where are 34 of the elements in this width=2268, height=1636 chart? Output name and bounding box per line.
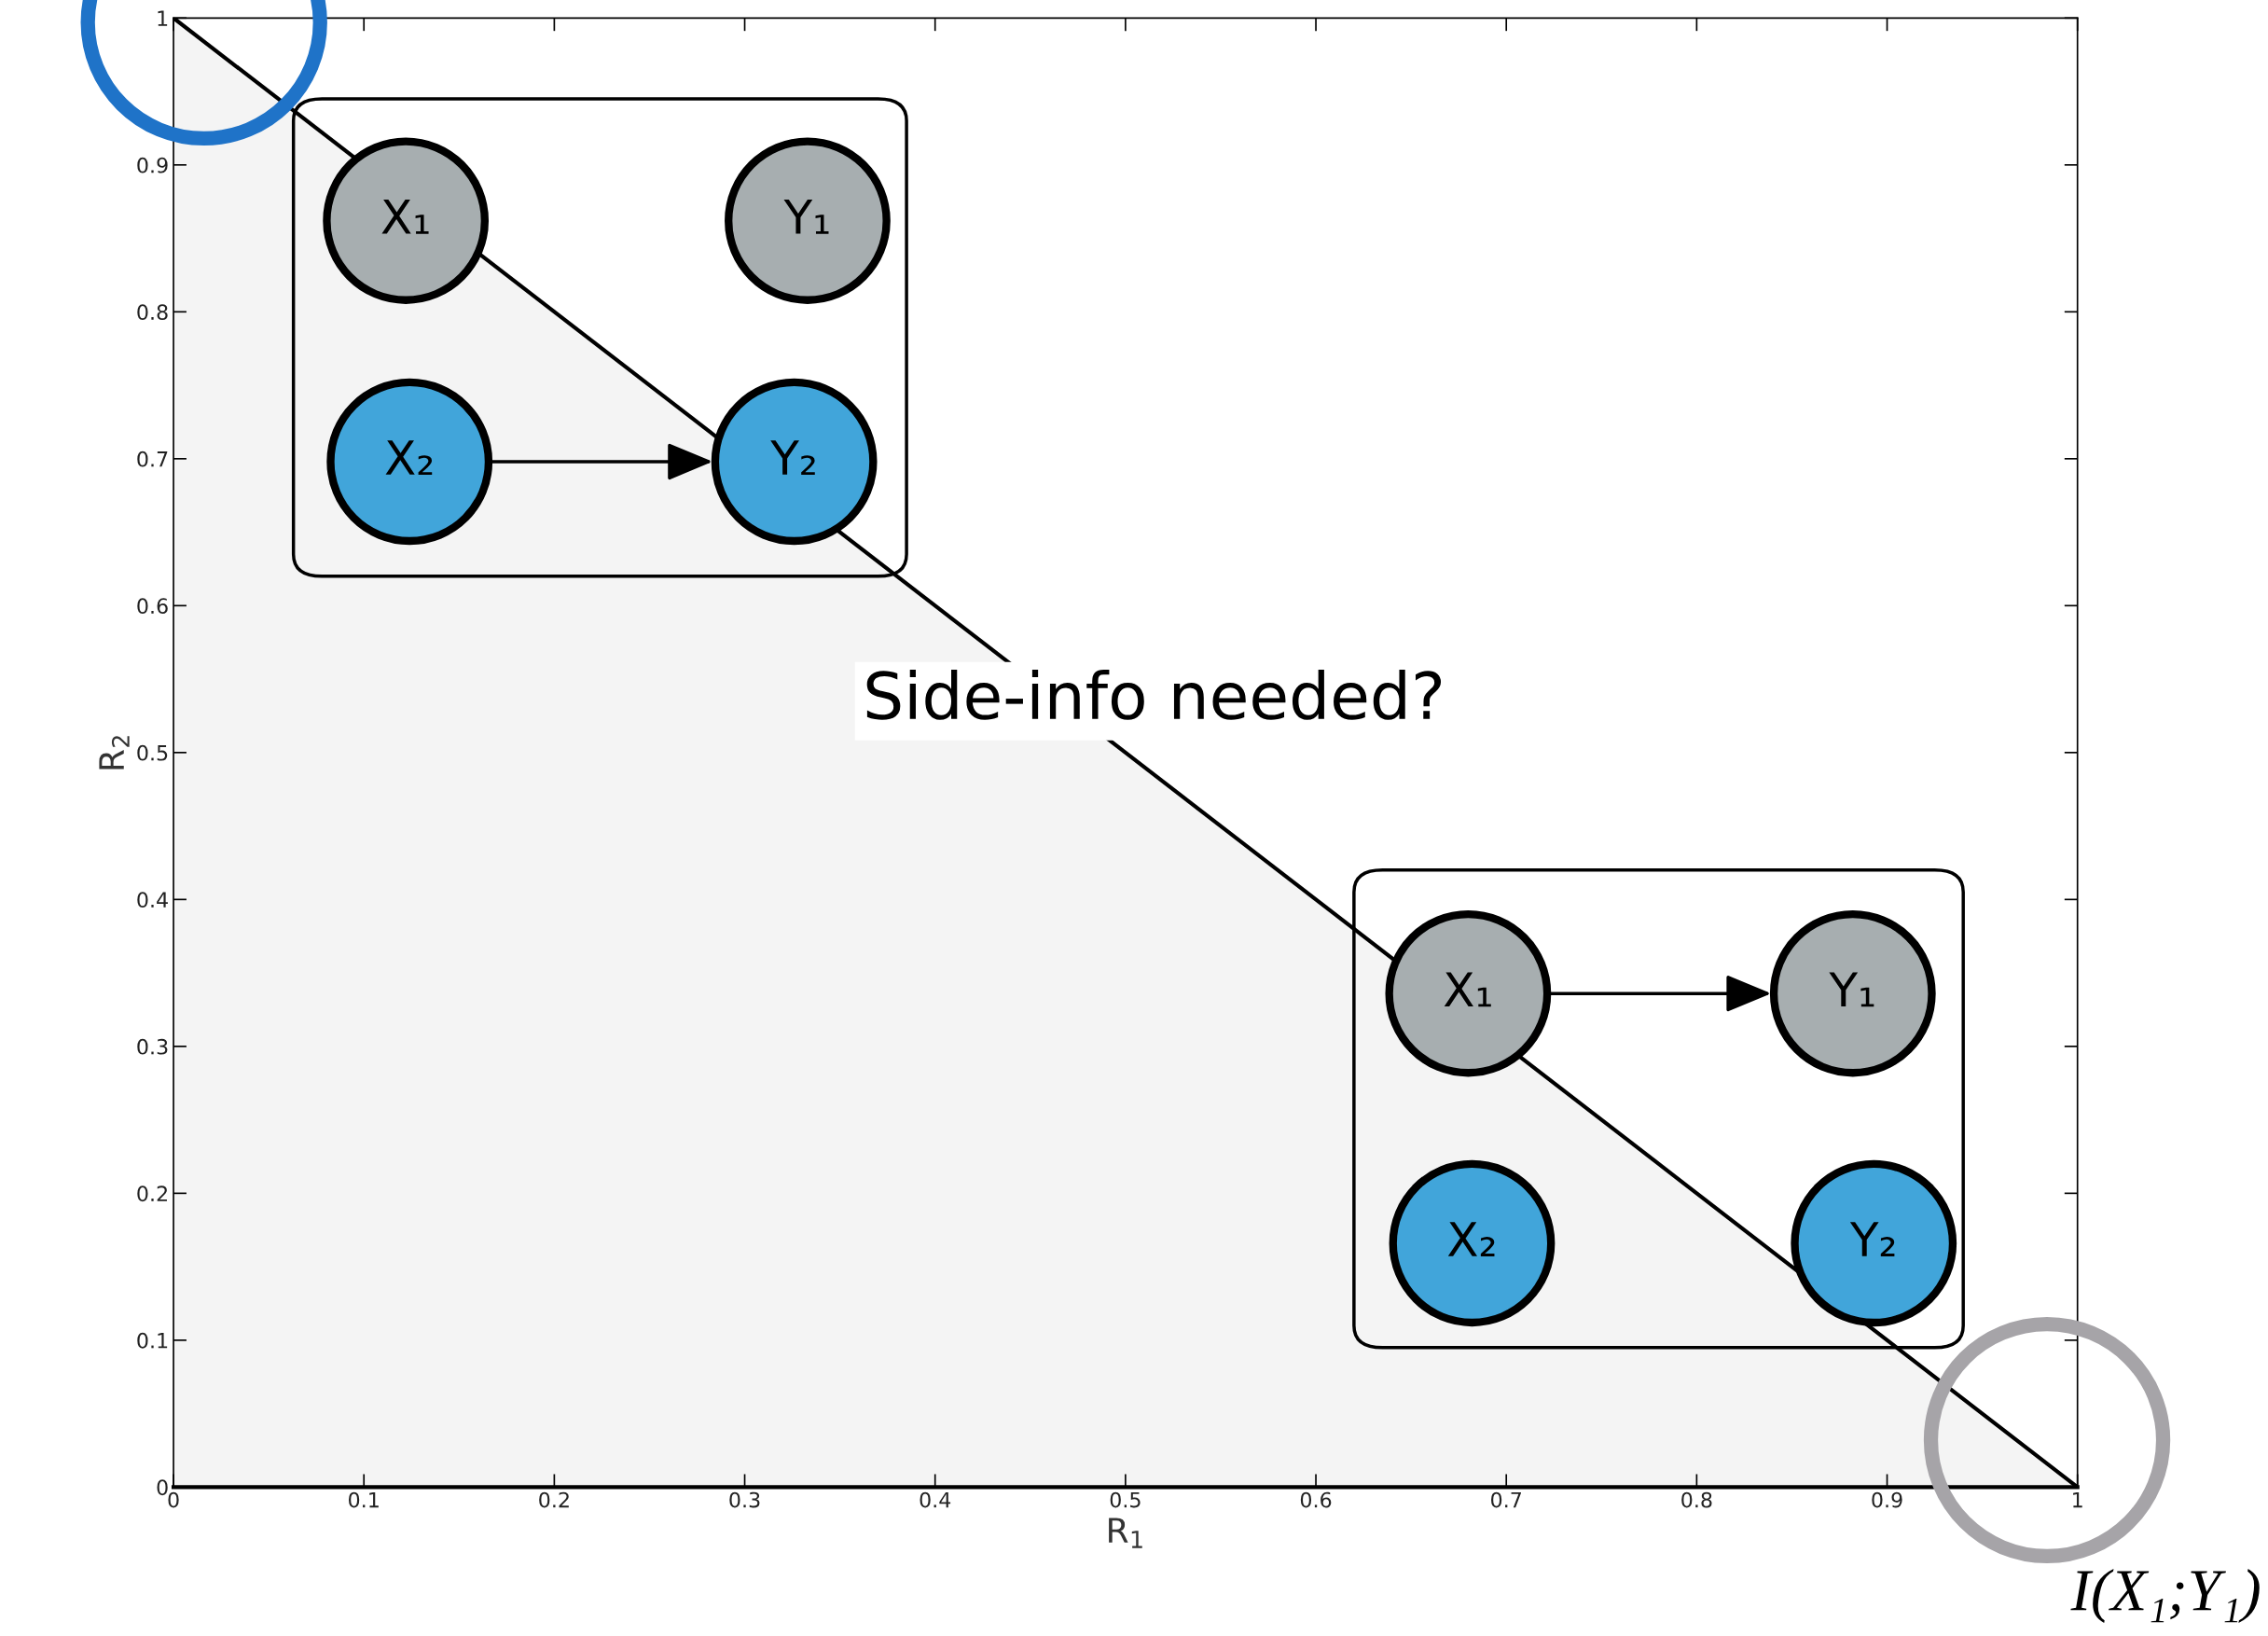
annotation: Y₁: [1829, 972, 1874, 1007]
y-tick-label: 0.5: [137, 744, 168, 761]
annotation: X₂: [385, 440, 433, 475]
y-axis-title: R$_{2}$: [99, 736, 130, 769]
y-tick-label: 0.6: [137, 598, 168, 615]
annotation: Side-info needed?: [866, 670, 1442, 720]
x-tick-label: 0.6: [1300, 1491, 1332, 1508]
y-tick-label: 0.8: [137, 304, 168, 321]
x-tick-label: 0.4: [920, 1491, 951, 1508]
x-tick-label: 0.8: [1681, 1491, 1712, 1508]
y-tick-label: 1: [158, 10, 168, 26]
annotation: X₁: [1444, 972, 1491, 1007]
x-tick-label: 0: [168, 1491, 179, 1508]
x-tick-label: 0.7: [1491, 1491, 1521, 1508]
y-tick-label: 0.9: [137, 157, 168, 173]
y-tick-label: 0.4: [137, 892, 168, 908]
x-tick-label: 0.1: [349, 1491, 379, 1508]
annotation: X₂: [1447, 1222, 1495, 1256]
x-axis-title: R$_{1}$: [1109, 1518, 1142, 1548]
x-tick-label: 0.2: [539, 1491, 569, 1508]
x-tick-label: 0.3: [729, 1491, 760, 1508]
annotation: Y₂: [1849, 1222, 1895, 1256]
x-tick-label: 0.9: [1872, 1491, 1902, 1508]
x-tick-label: 0.5: [1110, 1491, 1141, 1508]
annotation: Y₁: [783, 200, 829, 234]
annotation: Y₂: [770, 440, 815, 475]
annotation: X₁: [381, 200, 429, 234]
x-tick-label: 1: [2073, 1491, 2082, 1508]
y-tick-label: 0: [157, 1479, 168, 1496]
y-tick-label: 0.3: [137, 1038, 168, 1055]
text: I(X₁;Y₁): [2070, 1569, 2260, 1623]
y-tick-label: 0.7: [137, 451, 168, 467]
y-tick-label: 0.2: [137, 1185, 167, 1202]
y-tick-label: 0.1: [137, 1332, 168, 1349]
